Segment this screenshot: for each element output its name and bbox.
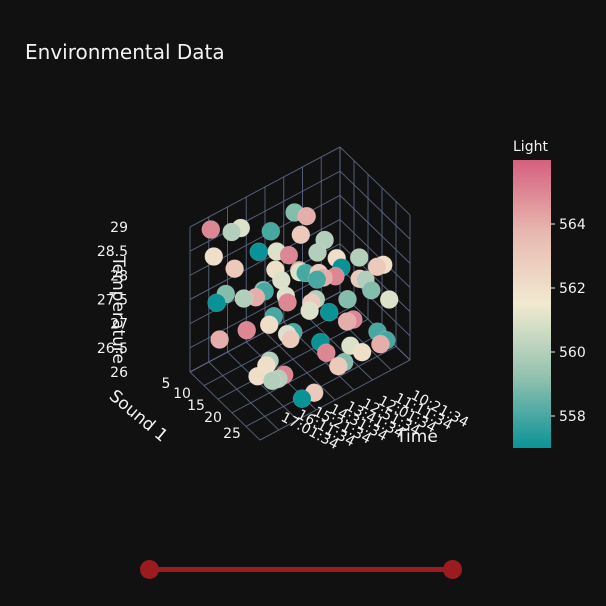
data-point[interactable]	[278, 292, 297, 312]
grid-line	[245, 345, 397, 427]
data-point[interactable]	[259, 315, 279, 335]
range-slider[interactable]	[140, 558, 462, 582]
data-point[interactable]	[201, 220, 221, 239]
data-point[interactable]	[207, 293, 226, 313]
data-point[interactable]	[292, 389, 312, 409]
data-point[interactable]	[371, 334, 390, 354]
chart-title: Environmental Data	[25, 40, 225, 64]
data-point[interactable]	[349, 248, 369, 267]
z-tick-label: 27.5	[97, 293, 128, 309]
grid-line	[208, 361, 280, 431]
data-point[interactable]	[367, 257, 387, 277]
data-point[interactable]	[222, 222, 241, 242]
z-tick-label: 26.5	[97, 341, 128, 357]
x-tick-label: 25	[223, 426, 241, 442]
data-point[interactable]	[352, 342, 372, 362]
data-point[interactable]	[308, 243, 327, 262]
data-point[interactable]	[234, 289, 254, 308]
data-point[interactable]	[225, 259, 244, 279]
data-point[interactable]	[338, 289, 357, 309]
grid-line	[217, 318, 369, 400]
data-point[interactable]	[297, 206, 317, 226]
colorbar-tick-label: 560	[559, 345, 586, 361]
data-point[interactable]	[300, 301, 319, 321]
data-point[interactable]	[262, 371, 282, 391]
grid-line	[339, 170, 411, 240]
z-tick-label: 27	[110, 317, 128, 333]
data-point[interactable]	[210, 330, 229, 349]
data-point[interactable]	[271, 270, 291, 290]
colorbar: Light 558 560 562 564	[513, 139, 586, 448]
data-points[interactable]	[201, 203, 399, 409]
x-tick-label: 15	[187, 398, 205, 414]
data-point[interactable]	[261, 222, 281, 241]
grid-line	[339, 219, 411, 288]
x-tick-label: 20	[204, 410, 222, 426]
data-point[interactable]	[237, 320, 256, 340]
z-tick-label: 29	[110, 220, 128, 236]
data-point[interactable]	[319, 302, 339, 322]
data-point[interactable]	[337, 312, 357, 331]
colorbar-tick-label: 558	[559, 409, 586, 425]
z-tick-label: 28	[110, 268, 128, 284]
grid-line	[302, 311, 373, 381]
slider-track[interactable]	[150, 567, 452, 572]
colorbar-tick-label: 564	[559, 217, 586, 233]
slider-handle-left[interactable]	[140, 560, 159, 579]
colorbar-tick-label: 562	[559, 281, 586, 297]
grid-line	[227, 351, 298, 421]
grid-line	[339, 194, 411, 264]
data-point[interactable]	[379, 290, 399, 309]
grid-line	[189, 371, 261, 441]
z-axis-title: Temperature	[108, 255, 128, 364]
y-axis-title: Time	[395, 427, 438, 447]
z-tick-label: 28.5	[97, 244, 128, 260]
data-point[interactable]	[279, 245, 299, 265]
x-tick-label: 10	[173, 386, 191, 402]
x-axis-title: Sound 1	[105, 386, 171, 446]
grid-line	[264, 331, 336, 401]
data-point[interactable]	[204, 247, 224, 266]
x-tick-label: 5	[162, 376, 171, 392]
data-point[interactable]	[307, 270, 327, 289]
grid-line	[339, 146, 411, 216]
data-point[interactable]	[316, 343, 336, 363]
colorbar-title: Light	[513, 139, 548, 155]
data-point[interactable]	[361, 280, 381, 300]
grid-line	[259, 359, 411, 441]
slider-handle-right[interactable]	[443, 560, 462, 579]
z-tick-label: 26	[110, 365, 128, 381]
data-point[interactable]	[328, 356, 348, 376]
data-point[interactable]	[281, 329, 300, 349]
data-point[interactable]	[249, 242, 269, 262]
colorbar-gradient	[513, 160, 551, 448]
data-point[interactable]	[291, 225, 311, 244]
